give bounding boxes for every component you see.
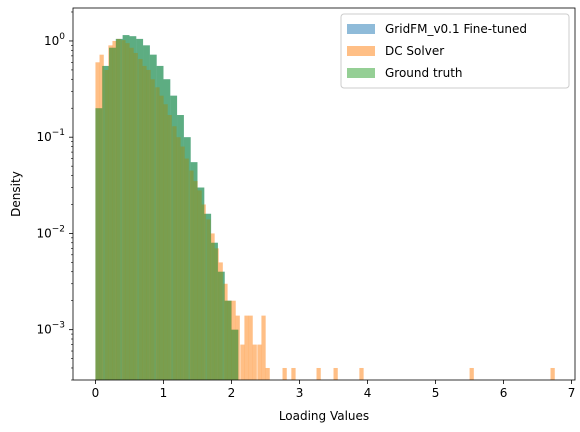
bar (143, 45, 150, 381)
bar (265, 367, 270, 380)
x-tick-label: 0 (92, 386, 100, 400)
legend-box (340, 13, 570, 89)
bar (163, 79, 171, 380)
bar (115, 38, 123, 381)
x-tick-label: 4 (364, 386, 372, 400)
legend-swatch (347, 46, 375, 56)
y-axis-ticks: 100 10−1 10−2 10−3 (36, 11, 73, 381)
bar (197, 187, 205, 380)
bar (316, 367, 321, 380)
bar (240, 344, 245, 380)
x-axis-label: Loading Values (279, 409, 369, 423)
bar (136, 38, 144, 381)
bar (550, 367, 555, 380)
y-axis-label: Density (9, 171, 23, 217)
bar (248, 315, 253, 380)
bar (190, 162, 198, 380)
bar (261, 315, 266, 380)
x-tick-label: 3 (296, 386, 304, 400)
x-tick-label: 6 (500, 386, 508, 400)
bar (244, 315, 249, 380)
bar (204, 213, 212, 380)
bar (257, 344, 262, 380)
bar (359, 367, 364, 380)
bar (102, 65, 110, 380)
bar (224, 300, 232, 380)
bar (109, 47, 116, 380)
bar (217, 271, 225, 380)
bar (122, 35, 130, 381)
legend-swatch (347, 68, 375, 78)
bar (252, 344, 257, 380)
y-tick-label: 100 (44, 32, 65, 48)
bar (469, 367, 474, 380)
legend-label: DC Solver (385, 44, 444, 58)
y-tick-label: 10−1 (36, 128, 65, 144)
legend-label: Ground truth (385, 66, 463, 80)
bar (282, 367, 287, 380)
bar (149, 54, 157, 380)
bar (95, 108, 103, 380)
bar (333, 367, 338, 380)
x-tick-label: 2 (228, 386, 236, 400)
legend-label: GridFM_v0.1 Fine-tuned (385, 22, 527, 36)
bars-layer (95, 35, 555, 381)
bar (170, 95, 178, 381)
bar (291, 367, 296, 380)
legend-swatch (347, 24, 375, 34)
y-tick-label: 10−2 (36, 224, 65, 240)
x-tick-label: 7 (568, 386, 576, 400)
bar (183, 137, 191, 380)
x-tick-label: 1 (160, 386, 168, 400)
bar (211, 242, 218, 380)
x-axis-ticks: 0 1 2 3 4 5 6 7 (92, 380, 576, 400)
x-tick-label: 5 (432, 386, 440, 400)
bar (156, 65, 164, 380)
legend: GridFM_v0.1 Fine-tuned DC Solver Ground tr… (340, 13, 570, 89)
bar (177, 115, 184, 381)
series-2 (95, 35, 239, 381)
y-tick-label: 10−3 (36, 321, 65, 337)
bar (129, 36, 137, 380)
plot-frame (72, 7, 576, 381)
bar (231, 329, 239, 380)
